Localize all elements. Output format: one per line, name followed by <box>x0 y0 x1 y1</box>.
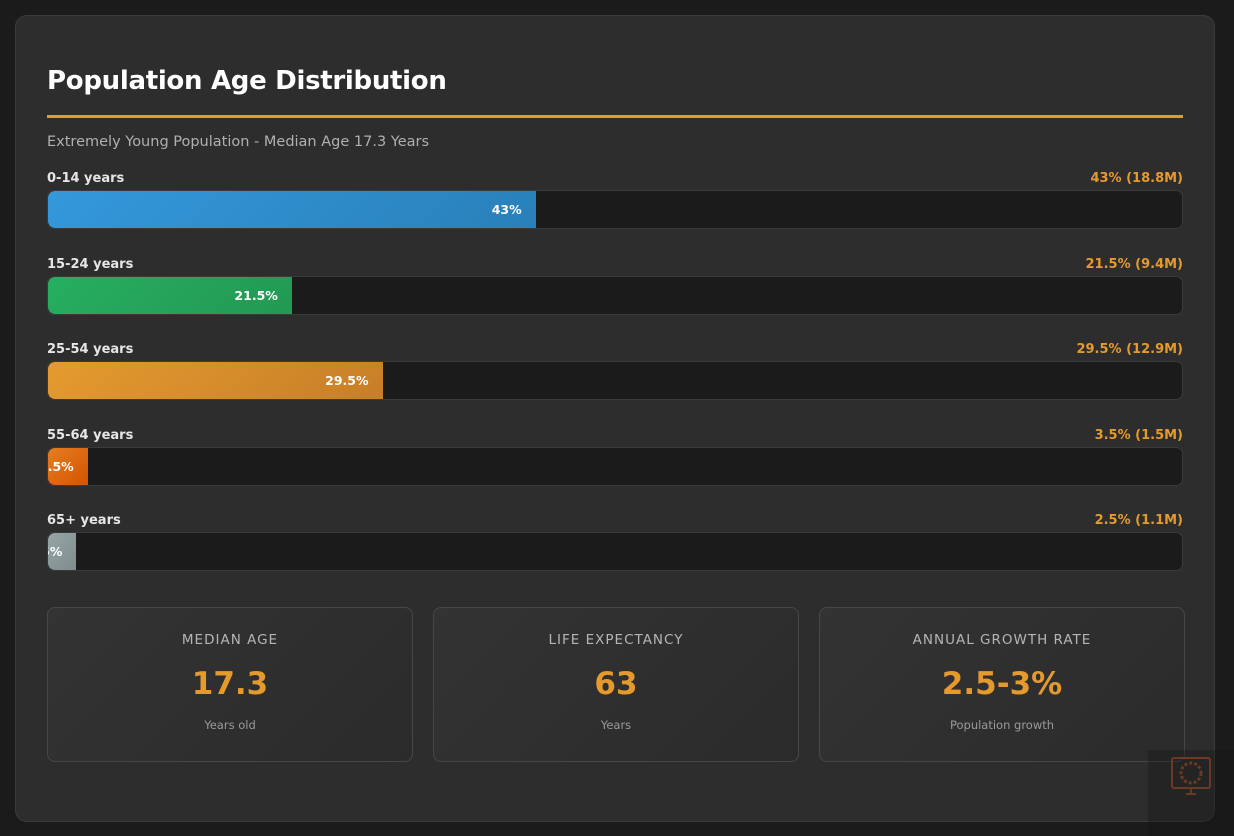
stat-title: MEDIAN AGE <box>181 632 279 648</box>
bar-row: 25-54 years 29.5% (12.9M) 29.5% <box>47 342 1183 422</box>
stat-card-growth-rate: ANNUAL GROWTH RATE 2.5-3% Population gro… <box>819 607 1185 762</box>
value-label: 43% (18.8M) <box>1090 171 1183 186</box>
bar-row: 65+ years 2.5% (1.1M) 2.5% <box>47 513 1183 593</box>
monitor-chip-icon <box>1171 757 1211 795</box>
stat-desc: Years old <box>204 718 256 732</box>
category-label: 15-24 years <box>47 256 134 272</box>
category-label: 65+ years <box>47 513 121 528</box>
bar: 2.5% <box>48 533 77 570</box>
bar-row: 55-64 years 3.5% (1.5M) 3.5% <box>47 428 1183 508</box>
bar: 43% <box>48 191 536 228</box>
title-divider <box>47 115 1183 118</box>
bar-label: 3.5% <box>48 458 74 474</box>
bar-row: 15-24 years 21.5% (9.4M) 21.5% <box>47 257 1183 337</box>
bar-track: 21.5% <box>47 275 1183 315</box>
bar: 3.5% <box>48 447 88 485</box>
bar-row: 0-14 years 43% (18.8M) 43% <box>47 171 1183 251</box>
stat-value: 2.5-3% <box>941 666 1063 702</box>
category-label: 25-54 years <box>47 342 134 357</box>
stat-desc: Population growth <box>949 718 1055 732</box>
stat-value: 17.3 <box>191 666 269 702</box>
bar-label: 29.5% <box>325 373 369 388</box>
category-label: 55-64 years <box>47 427 134 443</box>
stat-title: ANNUAL GROWTH RATE <box>912 632 1092 648</box>
bar-track: 29.5% <box>47 361 1183 400</box>
value-label: 21.5% (9.4M) <box>1085 256 1183 272</box>
stat-value: 63 <box>594 666 638 702</box>
bar-label: 43% <box>491 202 522 217</box>
bar-label: 2.5% <box>48 544 63 559</box>
bar-track: 2.5% <box>47 532 1183 571</box>
bar: 21.5% <box>48 276 292 314</box>
stat-title: LIFE EXPECTANCY <box>548 632 684 648</box>
value-label: 29.5% (12.9M) <box>1076 342 1183 357</box>
bar-label: 21.5% <box>234 287 278 303</box>
category-label: 0-14 years <box>47 171 125 186</box>
stat-card-median-age: MEDIAN AGE 17.3 Years old <box>47 607 413 762</box>
distribution-card: Population Age Distribution Extremely Yo… <box>15 15 1215 822</box>
bar-track: 43% <box>47 190 1183 229</box>
page-title: Population Age Distribution <box>47 66 447 96</box>
stat-card-life-expectancy: LIFE EXPECTANCY 63 Years <box>433 607 799 762</box>
stat-desc: Years <box>600 718 632 732</box>
subtitle: Extremely Young Population - Median Age … <box>47 134 430 150</box>
value-label: 3.5% (1.5M) <box>1094 427 1183 443</box>
value-label: 2.5% (1.1M) <box>1094 513 1183 528</box>
bar: 29.5% <box>48 362 383 399</box>
bar-track: 3.5% <box>47 446 1183 486</box>
watermark-logo <box>1148 750 1234 836</box>
